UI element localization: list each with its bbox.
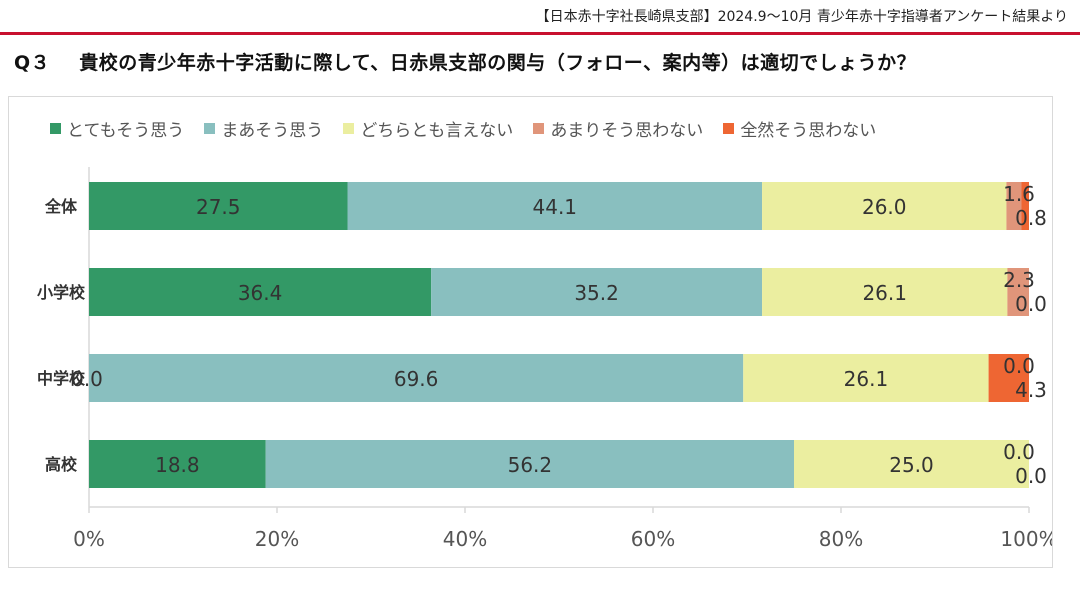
- data-label: 25.0: [889, 453, 934, 477]
- data-label: 36.4: [238, 281, 283, 305]
- data-label: 18.8: [155, 453, 200, 477]
- legend-swatch: [723, 123, 735, 134]
- legend-label: どちらとも言えない: [360, 121, 514, 141]
- legend-label: 全然そう思わない: [740, 121, 877, 141]
- bar-segment: [988, 354, 1029, 402]
- bar-segment: [1007, 268, 1029, 316]
- question-heading: Q３ 貴校の青少年赤十字活動に際して、日赤県支部の関与（フォロー、案内等）は適切…: [14, 48, 916, 75]
- legend-item: どちらとも言えない: [343, 116, 513, 141]
- x-tick-label: 40%: [443, 527, 487, 551]
- bar-segment: [762, 182, 1007, 230]
- bar-segment: [89, 182, 348, 230]
- data-label: 0.0: [1003, 440, 1035, 464]
- data-label: 26.1: [844, 367, 889, 391]
- source-note: 【日本赤十字社長崎県支部】2024.9〜10月 青少年赤十字指導者アンケート結果…: [535, 9, 1068, 25]
- question-text: 貴校の青少年赤十字活動に際して、日赤県支部の関与（フォロー、案内等）は適切でしょ…: [79, 52, 917, 74]
- bar-segment: [1006, 182, 1022, 230]
- legend-item: とてもそう思う: [50, 116, 184, 141]
- question-number: Q３: [14, 52, 51, 74]
- data-label: 26.1: [862, 281, 907, 305]
- data-label: 0.8: [1015, 206, 1047, 230]
- title-rule: [0, 32, 1080, 35]
- bar-segment: [265, 440, 795, 488]
- data-label: 0.0: [1015, 292, 1047, 316]
- bar-segment: [89, 440, 266, 488]
- legend-item: まあそう思う: [204, 116, 323, 141]
- data-label: 69.6: [394, 367, 439, 391]
- bar-segment: [431, 268, 763, 316]
- bar-segment: [347, 182, 763, 230]
- legend-label: まあそう思う: [221, 121, 324, 141]
- bar-segment: [762, 268, 1008, 316]
- data-label: 0.0: [1015, 464, 1047, 488]
- data-label: 35.2: [574, 281, 619, 305]
- x-tick-label: 20%: [255, 527, 299, 551]
- bar-segment: [89, 268, 432, 316]
- data-label: 0.0: [1003, 354, 1035, 378]
- x-tick-label: 60%: [631, 527, 675, 551]
- legend-swatch: [343, 123, 355, 134]
- data-label: 1.6: [1003, 182, 1035, 206]
- legend-label: あまりそう思わない: [550, 121, 704, 141]
- legend-swatch: [533, 123, 545, 134]
- legend-item: あまりそう思わない: [533, 116, 703, 141]
- bar-segment: [743, 354, 989, 402]
- data-label: 27.5: [196, 195, 241, 219]
- bar-segment: [1021, 182, 1029, 230]
- category-label: 中学校: [37, 369, 86, 388]
- bar-segment: [89, 354, 744, 402]
- x-tick-label: 100%: [1000, 527, 1052, 551]
- category-label: 高校: [45, 455, 78, 474]
- legend-swatch: [50, 123, 61, 134]
- chart-frame: 0% 20% 40% 60% 80% 100% 全体小学校中学校高校 27.5 44.1 26.0…: [8, 96, 1053, 568]
- data-label: 44.1: [533, 195, 578, 219]
- category-label: 全体: [44, 197, 78, 216]
- legend-label: とてもそう思う: [67, 121, 185, 141]
- x-tick-label: 0%: [73, 527, 105, 551]
- legend-swatch: [204, 123, 216, 134]
- bar-segment: [794, 440, 1029, 488]
- chart-legend: とてもそう思う まあそう思う どちらとも言えない あまりそう思わない 全然そう思わない: [50, 116, 876, 141]
- data-label: 26.0: [862, 195, 907, 219]
- data-label: 2.3: [1003, 268, 1035, 292]
- data-label: 56.2: [508, 453, 553, 477]
- x-tick-label: 80%: [819, 527, 863, 551]
- data-label: 4.3: [1015, 378, 1047, 402]
- category-label: 小学校: [37, 283, 86, 302]
- data-label: 0.0: [71, 367, 103, 391]
- legend-item: 全然そう思わない: [723, 116, 876, 141]
